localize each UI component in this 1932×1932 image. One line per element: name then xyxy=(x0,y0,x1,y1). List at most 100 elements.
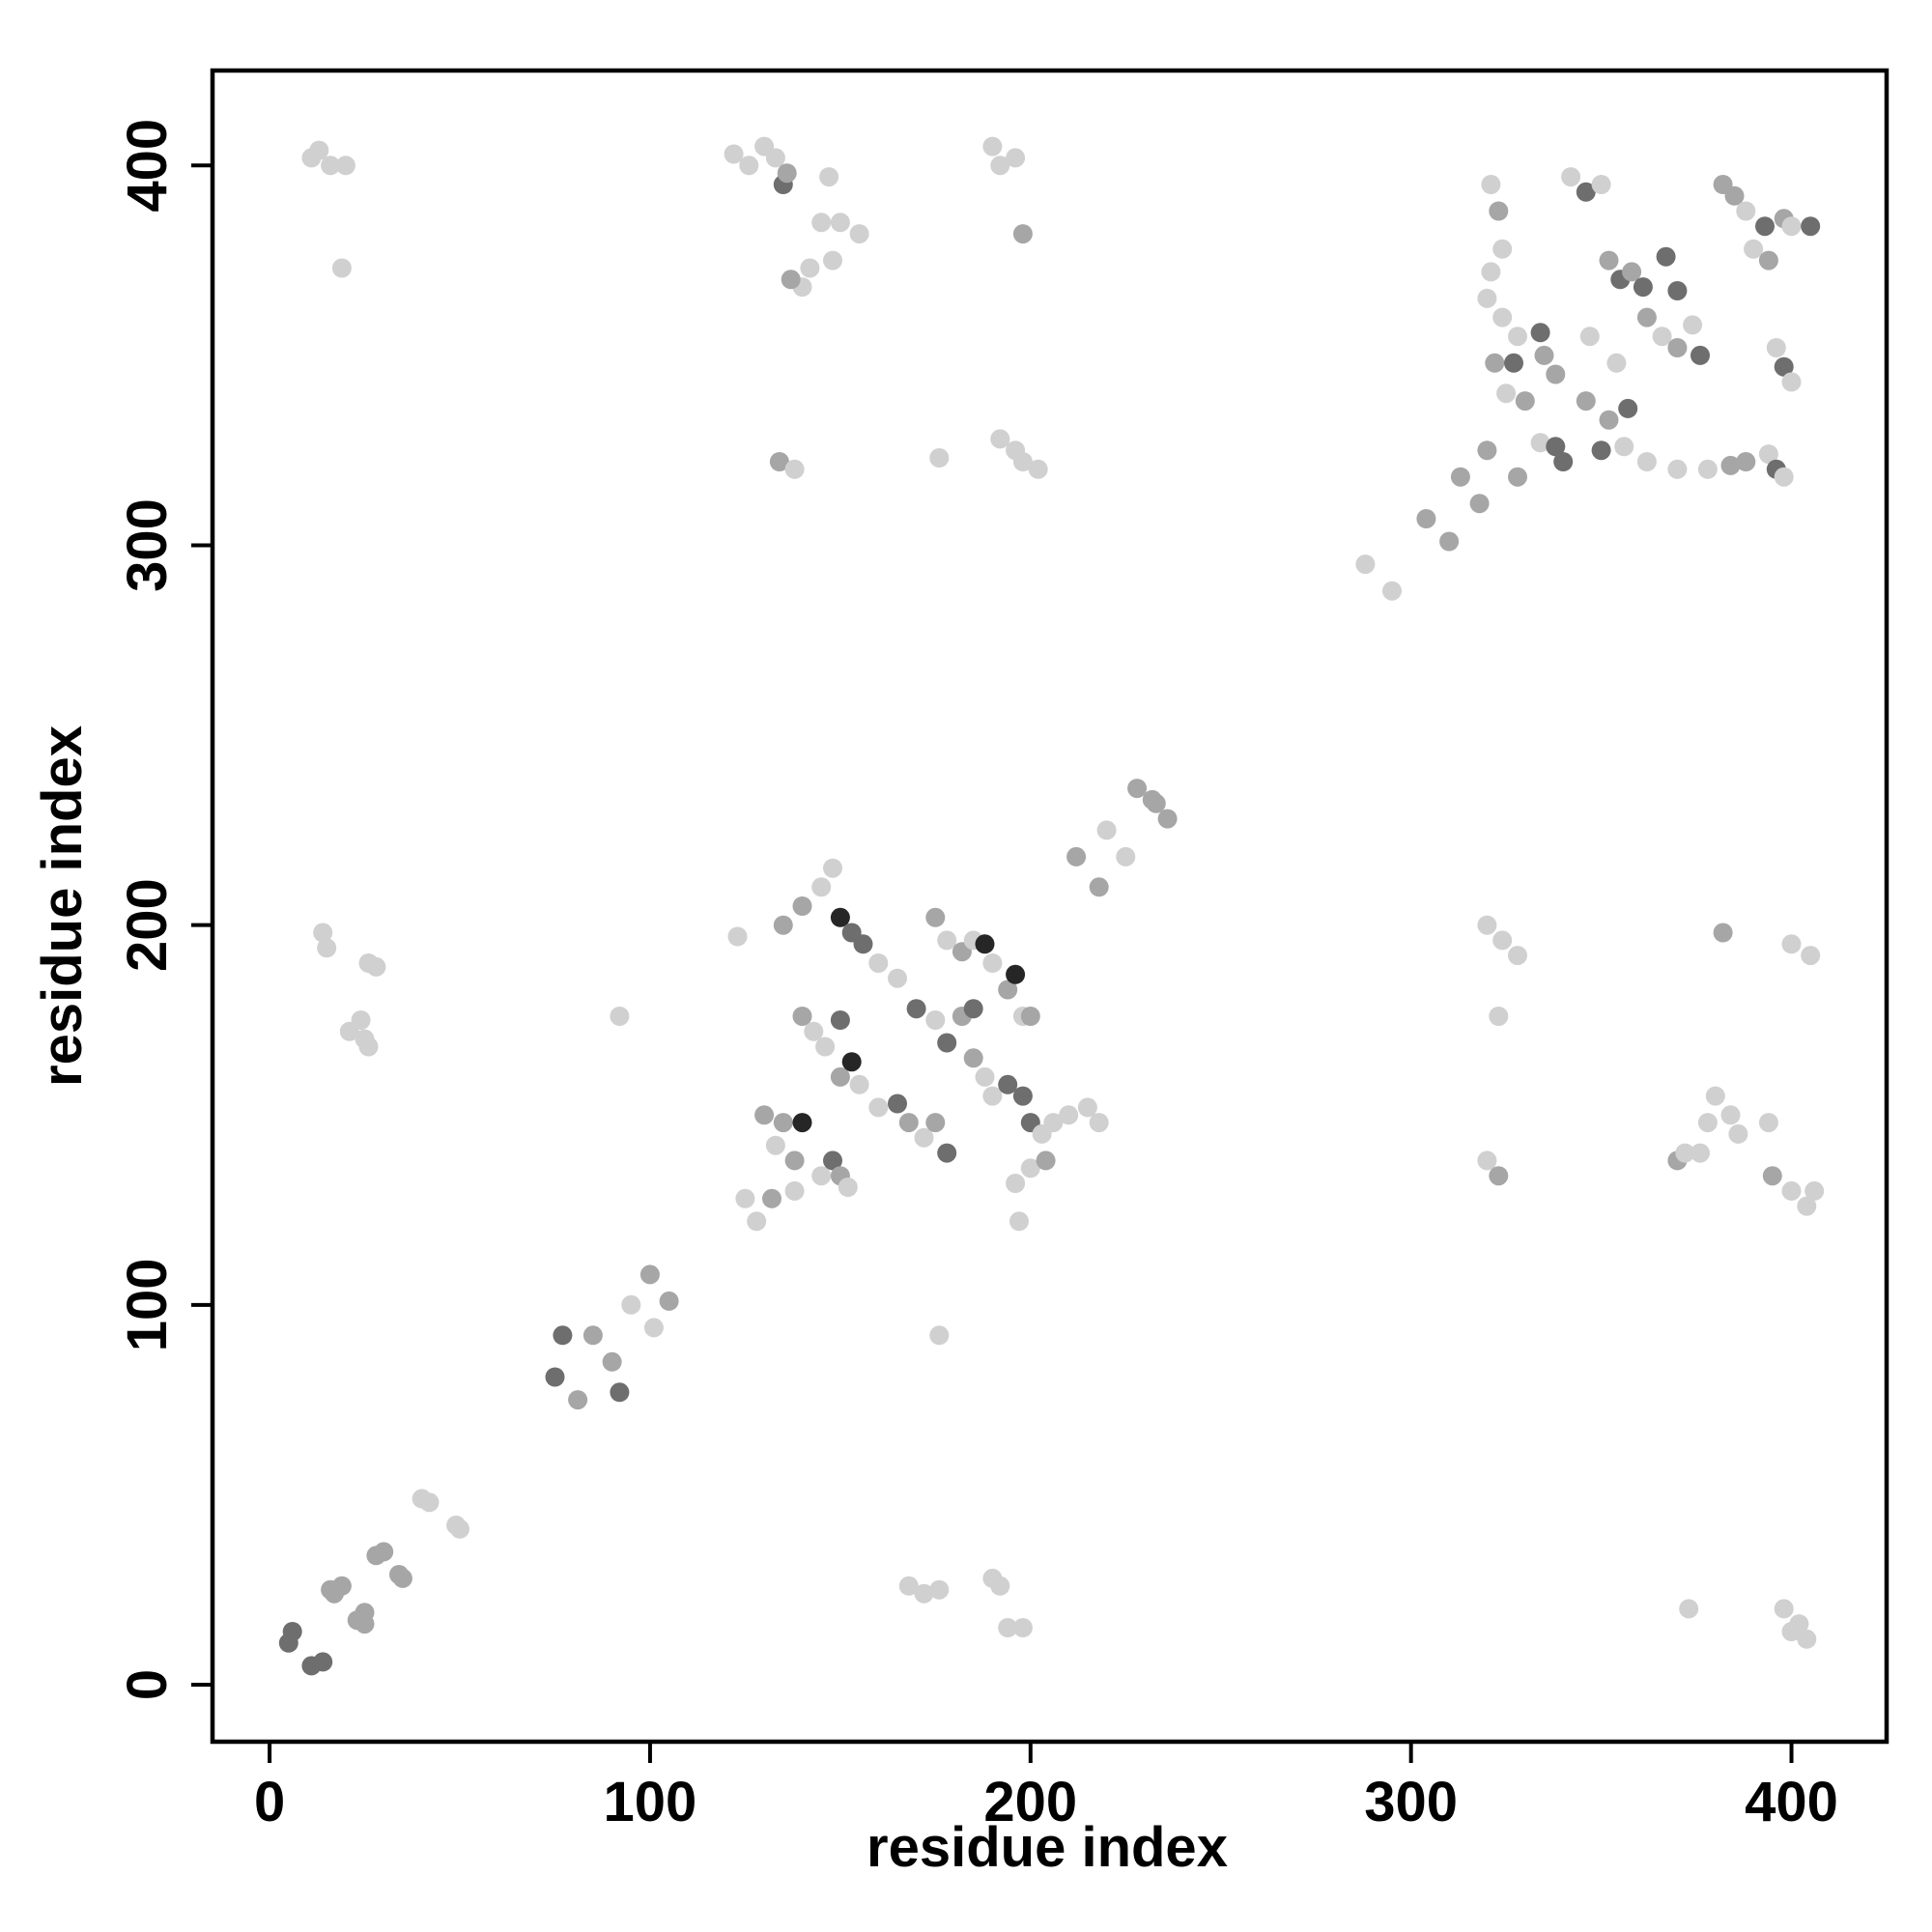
y-tick-label-4: 400 xyxy=(116,119,179,213)
contact-point-99 xyxy=(1576,391,1596,412)
contact-point-17 xyxy=(450,1519,469,1539)
contact-point-202 xyxy=(1096,820,1117,840)
contact-point-21 xyxy=(582,1325,603,1346)
contact-point-162 xyxy=(914,1127,934,1148)
contact-point-56 xyxy=(784,459,805,479)
contact-point-164 xyxy=(937,1143,957,1163)
contact-point-121 xyxy=(1766,338,1786,357)
contact-point-230 xyxy=(914,1583,934,1604)
contact-point-94 xyxy=(1636,307,1657,327)
contact-point-23 xyxy=(610,1382,630,1403)
y-tick-label-2: 200 xyxy=(116,878,179,972)
contact-point-106 xyxy=(1697,459,1718,479)
contact-point-108 xyxy=(1736,452,1756,471)
contact-point-74 xyxy=(1504,353,1523,373)
contact-point-29 xyxy=(309,140,329,160)
contact-point-40 xyxy=(351,1010,371,1030)
y-tick-label-3: 300 xyxy=(116,498,179,592)
contact-point-137 xyxy=(762,1188,781,1208)
contact-point-120 xyxy=(1758,250,1778,270)
contact-point-119 xyxy=(1744,239,1764,259)
contact-point-51 xyxy=(823,250,842,270)
contact-point-183 xyxy=(998,1074,1018,1094)
contact-point-235 xyxy=(1012,1618,1033,1637)
contact-point-156 xyxy=(853,934,873,954)
contact-point-169 xyxy=(963,999,983,1019)
contact-point-207 xyxy=(1146,793,1166,813)
contact-point-105 xyxy=(1667,459,1688,479)
contact-point-11 xyxy=(374,1542,394,1562)
contact-point-142 xyxy=(838,1178,858,1197)
contact-point-135 xyxy=(765,1135,785,1155)
contact-point-115 xyxy=(1755,216,1775,237)
contact-point-111 xyxy=(1774,467,1794,487)
contact-point-25 xyxy=(639,1264,660,1285)
contact-point-153 xyxy=(823,858,842,878)
contact-point-212 xyxy=(1477,1151,1497,1171)
contact-point-179 xyxy=(1020,1007,1040,1026)
contact-point-139 xyxy=(811,1166,832,1186)
contact-point-54 xyxy=(800,258,820,278)
contact-point-125 xyxy=(1477,440,1497,461)
contact-point-236 xyxy=(1679,1599,1699,1619)
contact-point-149 xyxy=(849,1074,869,1094)
contact-point-221 xyxy=(1758,1113,1778,1133)
contact-point-195 xyxy=(747,1211,767,1232)
contact-point-192 xyxy=(1020,1158,1040,1179)
contact-point-101 xyxy=(1618,398,1638,418)
contact-point-144 xyxy=(804,1021,824,1041)
x-tick-label-2: 200 xyxy=(983,1771,1077,1833)
contact-point-84 xyxy=(1576,182,1596,202)
x-tick-label-4: 400 xyxy=(1745,1771,1838,1833)
contact-point-26 xyxy=(643,1318,664,1338)
y-axis-title: residue index xyxy=(31,725,94,1087)
contact-point-174 xyxy=(975,934,995,954)
contact-point-180 xyxy=(963,1048,983,1068)
contact-point-49 xyxy=(830,213,850,233)
contact-point-118 xyxy=(1801,216,1821,237)
contact-point-107 xyxy=(1720,455,1741,475)
contact-point-201 xyxy=(1089,877,1109,897)
contact-point-83 xyxy=(1561,167,1581,187)
contact-point-60 xyxy=(1012,224,1033,244)
contact-point-30 xyxy=(321,156,341,176)
contact-point-82 xyxy=(1553,452,1574,471)
contact-point-167 xyxy=(937,1033,957,1053)
contact-point-131 xyxy=(1382,581,1402,601)
contact-point-217 xyxy=(1705,1086,1725,1106)
contact-point-122 xyxy=(1774,356,1794,377)
contact-point-147 xyxy=(830,1066,850,1087)
contact-point-97 xyxy=(1683,315,1703,335)
contact-point-200 xyxy=(1066,846,1087,867)
contact-point-124 xyxy=(1450,467,1470,487)
contact-point-182 xyxy=(982,1086,1003,1106)
contact-point-80 xyxy=(1530,433,1550,453)
contact-point-129 xyxy=(1439,531,1460,552)
x-axis-title: residue index xyxy=(867,1816,1228,1879)
contact-point-203 xyxy=(1116,846,1136,867)
contact-point-91 xyxy=(1667,281,1688,300)
contact-point-204 xyxy=(1127,779,1148,799)
contact-point-57 xyxy=(982,136,1003,156)
contact-point-199 xyxy=(929,1325,950,1346)
contact-point-198 xyxy=(610,1007,630,1026)
contact-point-46 xyxy=(777,163,797,184)
contact-point-18 xyxy=(545,1367,565,1387)
contact-point-6 xyxy=(331,1576,352,1596)
contact-point-170 xyxy=(925,907,946,927)
contact-point-32 xyxy=(331,258,352,278)
contact-point-143 xyxy=(792,1007,812,1026)
contact-point-189 xyxy=(1077,1097,1097,1118)
contact-point-34 xyxy=(317,938,337,958)
contact-point-127 xyxy=(1469,494,1490,514)
contact-point-176 xyxy=(998,980,1018,1000)
contact-point-89 xyxy=(1633,277,1653,298)
contact-point-13 xyxy=(392,1568,412,1588)
contact-point-197 xyxy=(727,926,748,947)
contact-point-95 xyxy=(1652,327,1672,347)
contact-point-219 xyxy=(1728,1123,1748,1144)
contact-point-75 xyxy=(1530,323,1550,343)
contact-point-61 xyxy=(929,448,950,468)
contact-point-53 xyxy=(781,270,801,290)
